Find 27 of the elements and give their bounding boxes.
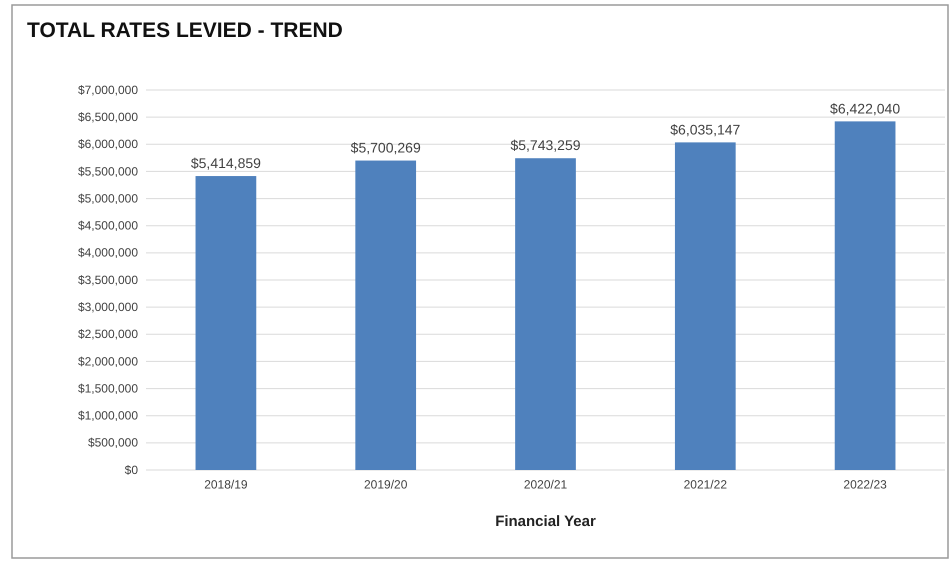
y-tick-label: $7,000,000 (78, 82, 138, 97)
y-tick-label: $6,000,000 (78, 137, 138, 152)
data-label: $5,743,259 (510, 137, 581, 154)
y-tick-label: $1,000,000 (78, 408, 138, 423)
x-tick-label: 2021/22 (684, 478, 728, 492)
y-tick-label: $500,000 (88, 436, 138, 450)
y-tick-label: $3,500,000 (78, 272, 138, 287)
y-tick-label: $3,000,000 (78, 300, 138, 314)
y-tick-label: $2,000,000 (78, 354, 138, 368)
y-tick-label: $4,000,000 (78, 246, 138, 260)
y-tick-label: $0 (124, 462, 138, 477)
x-tick-label: 2022/23 (843, 478, 888, 492)
data-label: $5,700,269 (350, 140, 421, 156)
data-label: $6,035,147 (670, 121, 741, 138)
data-label: $6,422,040 (830, 100, 900, 116)
x-tick-label: 2019/20 (364, 478, 408, 492)
data-label: $5,414,859 (190, 155, 262, 172)
y-tick-label: $1,500,000 (78, 381, 138, 396)
x-tick-label: 2018/19 (204, 478, 248, 492)
x-axis-title: Financial Year (495, 513, 596, 530)
y-tick-label: $6,500,000 (78, 110, 138, 124)
y-tick-label: $5,000,000 (78, 191, 138, 206)
x-tick-label: 2020/21 (524, 478, 568, 492)
chart-title: TOTAL RATES LEVIED - TREND (27, 19, 343, 42)
y-tick-label: $5,500,000 (78, 164, 138, 178)
y-tick-label: $2,500,000 (78, 327, 138, 342)
y-tick-label: $4,500,000 (78, 218, 138, 233)
